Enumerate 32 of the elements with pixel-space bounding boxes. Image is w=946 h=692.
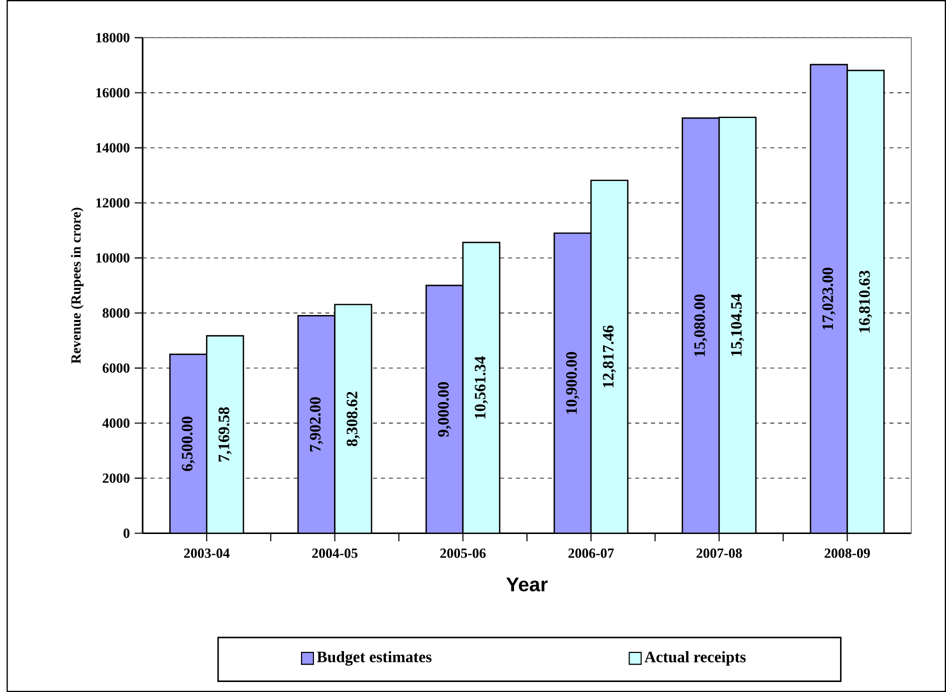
- x-tick-label: 2004-05: [312, 548, 358, 558]
- y-axis-title: Revenue (Rupees in crore): [70, 208, 84, 364]
- y-tick-label: 12000: [96, 198, 130, 208]
- data-label: 15,080.00: [694, 294, 708, 356]
- data-label: 15,104.54: [731, 294, 744, 356]
- y-tick-label: 10000: [96, 253, 130, 263]
- legend-label: Actual receipts: [644, 651, 746, 666]
- y-tick-label: 14000: [96, 143, 130, 152]
- y-tick-label: 2000: [102, 473, 130, 483]
- data-label: 8,308.62: [346, 392, 360, 446]
- legend-label: Budget estimates: [316, 651, 432, 666]
- data-label: 12,817.46: [602, 325, 616, 388]
- data-label: 16,810.63: [859, 270, 872, 332]
- x-tick-label: 2005-06: [440, 548, 486, 558]
- x-axis-title: Year: [506, 578, 548, 592]
- x-tick-label: 2008-09: [824, 548, 870, 558]
- data-label: 17,023.00: [822, 268, 836, 330]
- x-tick-label: 2006-07: [568, 548, 614, 558]
- data-label: 6,500.00: [182, 416, 195, 471]
- y-tick-label: 18000: [96, 32, 130, 42]
- data-label: 10,900.00: [566, 352, 580, 414]
- data-label: 7,902.00: [310, 397, 323, 452]
- y-tick-label: 0: [124, 528, 130, 538]
- data-label: 9,000.00: [438, 382, 452, 437]
- data-label: 7,169.58: [218, 407, 232, 462]
- y-tick-label: 4000: [102, 418, 130, 428]
- x-tick-label: 2007-08: [696, 548, 742, 558]
- x-tick-label: 2003-04: [184, 548, 230, 558]
- y-tick-label: 6000: [102, 363, 130, 373]
- y-tick-label: 16000: [96, 88, 130, 98]
- y-tick-label: 8000: [102, 308, 130, 318]
- data-label: 10,561.34: [474, 356, 488, 418]
